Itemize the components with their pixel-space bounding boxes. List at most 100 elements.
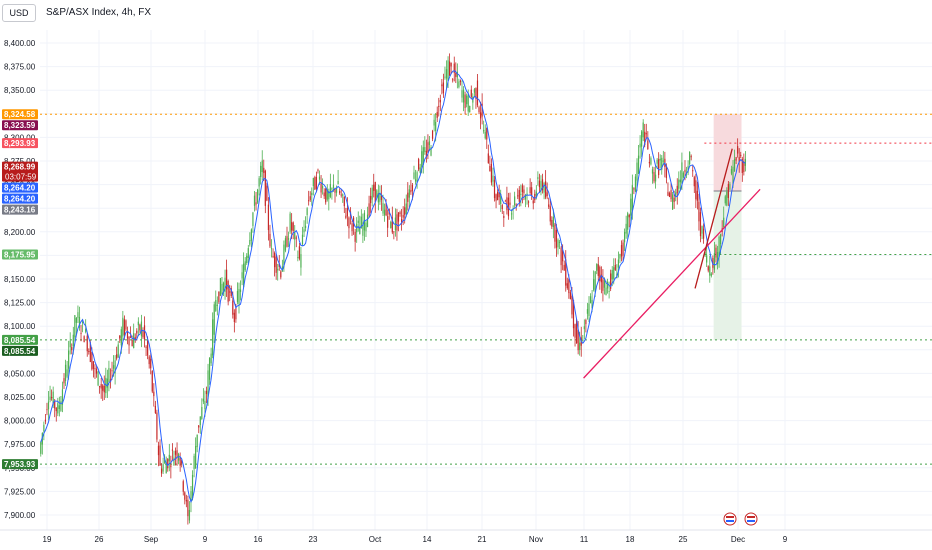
candle-body	[574, 324, 576, 338]
candle-body	[614, 264, 616, 270]
candle-body	[633, 188, 635, 190]
candle-body	[252, 212, 254, 226]
candle-body	[430, 147, 432, 156]
candle-body	[326, 189, 328, 200]
price-label-value: 8,324.58	[4, 110, 36, 119]
candle-body	[572, 300, 575, 329]
candle-body	[510, 213, 513, 215]
candle-body	[368, 203, 370, 216]
candle-body	[710, 273, 712, 276]
candle-body	[648, 161, 650, 164]
candle-body	[608, 290, 610, 292]
x-tick-label: 25	[679, 535, 688, 544]
candle-body	[628, 214, 630, 218]
candle-body	[730, 168, 733, 174]
x-tick-label: 16	[254, 535, 263, 544]
candle-body	[286, 236, 288, 247]
candle-body	[164, 459, 166, 463]
candle-body	[593, 279, 595, 290]
candle-body	[204, 400, 206, 409]
candle-body	[442, 82, 445, 94]
x-tick-label: 9	[203, 535, 208, 544]
candle-body	[385, 203, 387, 216]
candle-body	[55, 407, 57, 412]
candle-body	[49, 396, 51, 401]
price-label-value: 8,243.16	[4, 206, 36, 215]
candle-body	[625, 223, 627, 234]
candle-body	[504, 200, 506, 202]
candle-body	[120, 329, 122, 346]
x-tick-label: Nov	[529, 535, 543, 544]
candle-body	[672, 194, 674, 210]
candle-body	[126, 331, 129, 339]
candle-body	[740, 154, 742, 156]
candle-body	[283, 244, 285, 268]
candle-body	[654, 174, 657, 182]
candle-body	[444, 76, 446, 78]
candle-body	[297, 257, 299, 259]
price-label-value: 7,953.93	[4, 460, 36, 469]
candle-body	[452, 79, 454, 81]
y-tick-label: 8,025.00	[4, 393, 36, 402]
candle-body	[239, 289, 242, 292]
candle-body	[156, 412, 158, 440]
candle-body	[555, 230, 558, 248]
candle-body	[54, 400, 56, 409]
candle-body	[433, 119, 435, 126]
x-tick-label: Sep	[144, 535, 159, 544]
currency-button[interactable]: USD	[2, 4, 36, 22]
price-label-badge	[2, 204, 38, 215]
candle-body	[696, 190, 698, 201]
candle-body	[111, 370, 113, 372]
candle-body	[569, 292, 571, 300]
candle-body	[546, 192, 548, 197]
trend-lines[interactable]	[583, 148, 761, 379]
candle-body	[325, 188, 327, 203]
candle-body	[81, 321, 84, 323]
candle-body	[94, 368, 96, 370]
position-tool[interactable]	[713, 114, 742, 340]
candle-body	[72, 334, 74, 347]
candle-body	[413, 172, 415, 179]
candle-body	[716, 252, 719, 265]
candle-body	[284, 238, 287, 251]
candle-body	[145, 346, 147, 349]
candle-body	[89, 342, 91, 363]
candle-body	[58, 405, 60, 410]
candle-body	[668, 192, 671, 197]
candle-body	[521, 185, 523, 193]
candle-body	[317, 169, 319, 171]
us-flag-icon[interactable]	[744, 512, 758, 526]
candle-body	[699, 212, 702, 237]
y-tick-label: 7,975.00	[4, 440, 36, 449]
candle-body	[294, 232, 296, 240]
candle-body	[272, 255, 274, 258]
candle-body	[424, 147, 426, 153]
candle-body	[99, 386, 101, 388]
horizontal-levels[interactable]	[40, 113, 932, 465]
candle-body	[61, 389, 64, 405]
price-label-value: 8,264.20	[4, 184, 36, 193]
candle-body	[140, 321, 143, 337]
candle-body	[182, 481, 184, 492]
candle-body	[489, 166, 491, 172]
stop-loss-zone	[713, 114, 742, 192]
candle-body	[185, 500, 187, 502]
candle-body	[509, 202, 511, 205]
event-markers[interactable]	[723, 512, 758, 526]
candle-body	[244, 261, 246, 271]
candle-body	[77, 312, 79, 318]
candle-body	[469, 105, 471, 113]
candle-body	[159, 445, 161, 466]
candle-body	[478, 107, 480, 113]
us-flag-icon[interactable]	[723, 512, 737, 526]
candle-body	[684, 169, 686, 173]
candle-body	[332, 184, 335, 188]
candle-body	[617, 259, 620, 268]
candle-body	[644, 131, 646, 146]
candle-body	[642, 122, 644, 138]
candle-body	[619, 254, 621, 259]
candle-body	[473, 89, 475, 93]
candle-body	[422, 147, 424, 165]
